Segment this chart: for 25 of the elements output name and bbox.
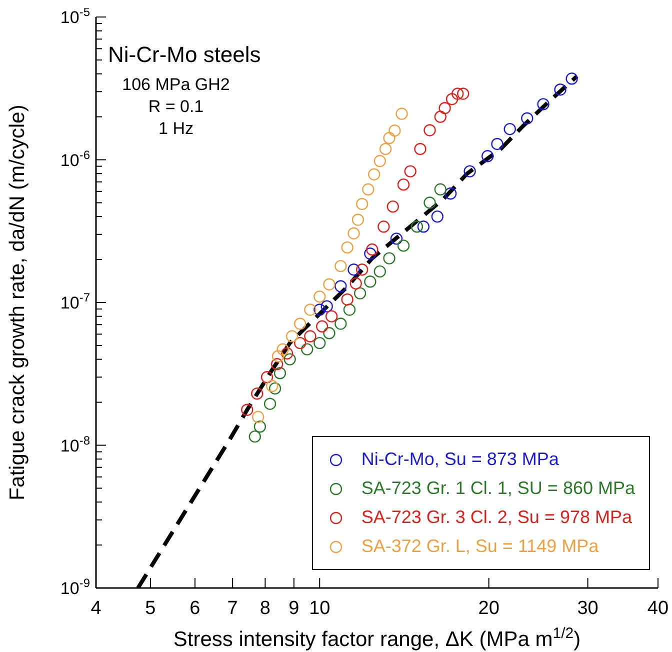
x-tick-label: 9 xyxy=(288,598,300,619)
annotation: R = 0.1 xyxy=(147,96,205,118)
annotation: Ni-Cr-Mo steels xyxy=(108,42,261,68)
legend-label: Ni-Cr-Mo, Su = 873 MPa xyxy=(361,449,559,470)
x-tick-label: 4 xyxy=(90,598,102,619)
x-tick-label: 20 xyxy=(478,598,500,619)
x-tick-label: 6 xyxy=(190,598,200,619)
y-tick-label: 10$^{-6}$ xyxy=(60,148,90,170)
x-tick-label: 10 xyxy=(309,598,330,619)
legend-label: SA-372 Gr. L, Su = 1149 MPa xyxy=(361,536,599,557)
legend-label: SA-723 Gr. 1 Cl. 1, SU = 860 MPa xyxy=(361,478,635,499)
x-axis-title: Stress intensity factor range, ΔK (MPa m$^{1/2}$) xyxy=(173,624,581,651)
y-tick-label: 10$^{-8}$ xyxy=(60,433,90,456)
x-tick-label: 30 xyxy=(577,598,598,619)
x-tick-label: 5 xyxy=(145,598,156,619)
annotation: 1 Hz xyxy=(158,118,194,140)
x-tick-label: 7 xyxy=(227,598,238,619)
y-axis-title: Fatigue crack growth rate, da/dN (m/cycle) xyxy=(6,104,29,500)
y-tick-label: 10$^{-7}$ xyxy=(60,290,90,312)
y-tick-label: 10$^{-5}$ xyxy=(60,5,90,27)
annotation: 106 MPa GH2 xyxy=(121,74,231,96)
x-tick-label: 40 xyxy=(647,598,669,619)
y-tick-label: 10$^{-9}$ xyxy=(60,576,90,598)
x-tick-label: 8 xyxy=(260,598,270,619)
legend-label: SA-723 Gr. 3 Cl. 2, Su = 978 MPa xyxy=(361,507,632,528)
